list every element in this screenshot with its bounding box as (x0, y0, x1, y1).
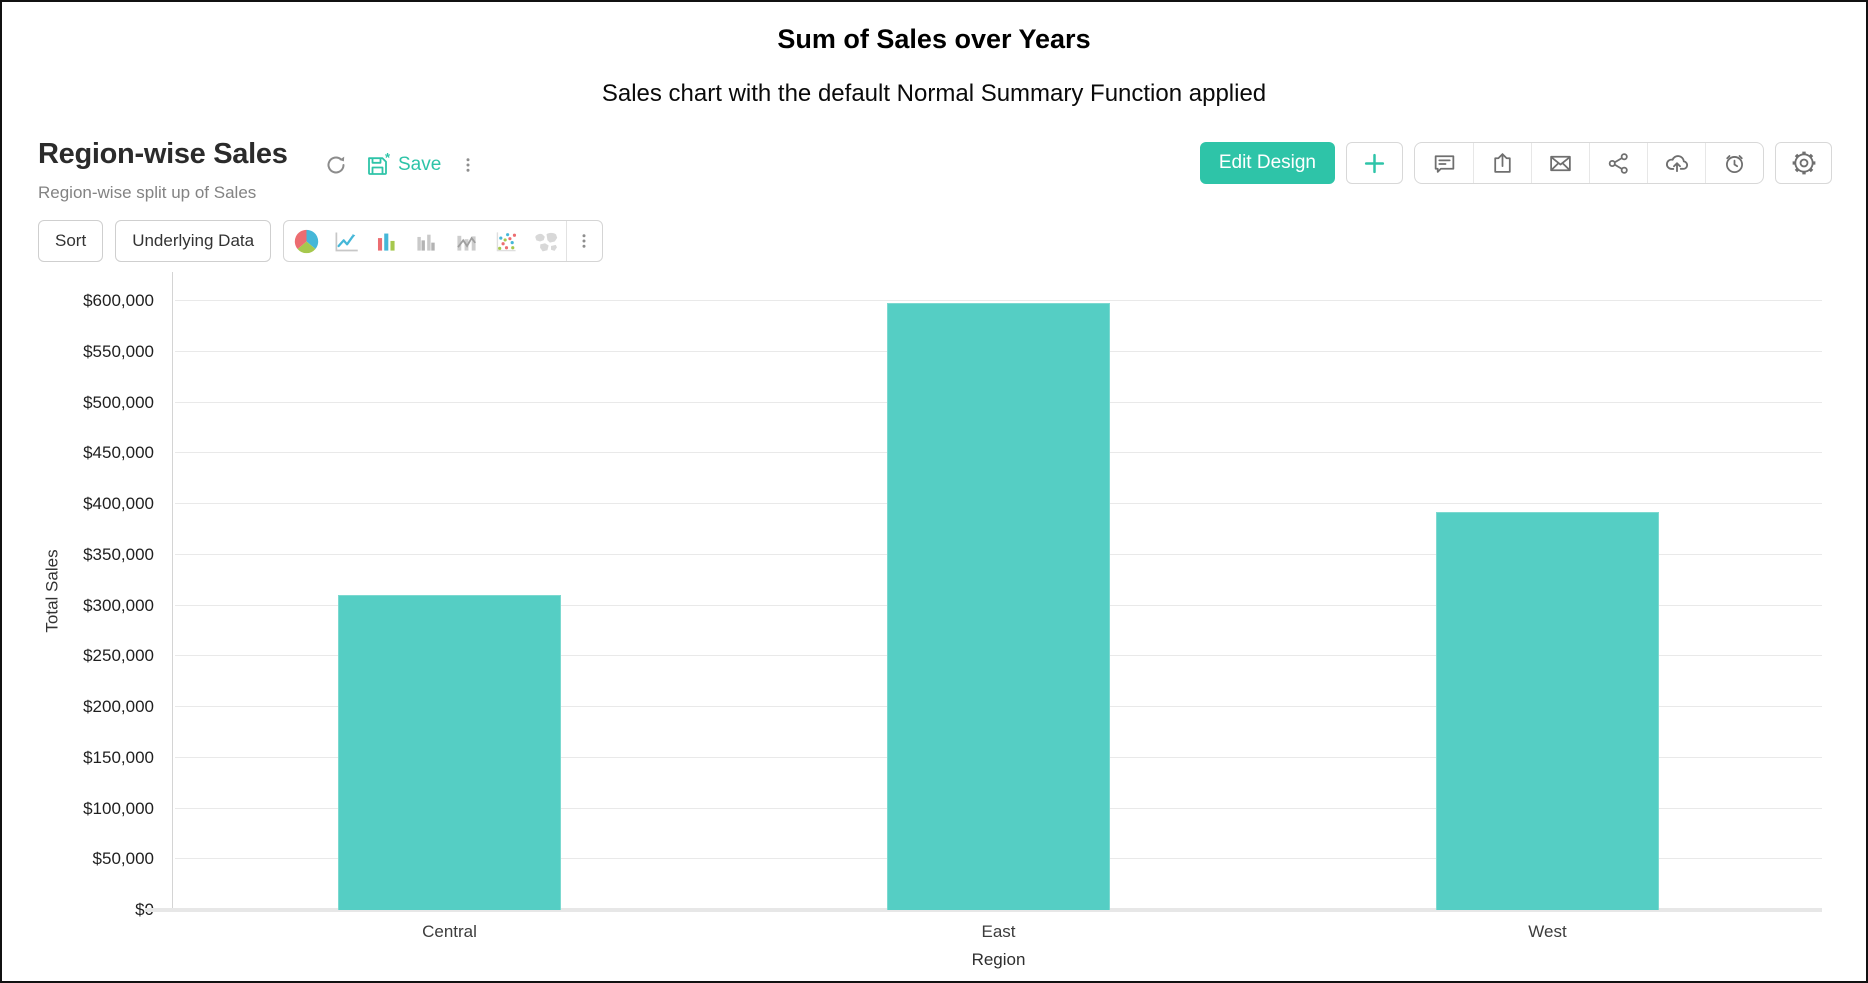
bar-slot (175, 272, 724, 910)
page-subtitle: Sales chart with the default Normal Summ… (601, 80, 1267, 107)
report-inline-actions: * Save (324, 148, 477, 182)
pie-chart-button[interactable] (286, 221, 326, 261)
x-tick-label-east: East (981, 922, 1016, 941)
more-options-icon (459, 154, 477, 176)
save-label: Save (398, 154, 442, 175)
plot-area (145, 272, 1822, 912)
report-actions-icon-group (1414, 142, 1764, 184)
y-axis-tick-labels: $0 $50,000 $100,000 $150,000 $200,000 $250,00… (2, 272, 154, 919)
pie-chart-icon (293, 228, 320, 255)
underlying-data-button[interactable]: Underlying Data (115, 220, 272, 262)
page-title: Sum of Sales over Years (777, 24, 1091, 54)
report-title: Region-wise Sales (38, 138, 288, 170)
export-button[interactable] (1473, 143, 1531, 183)
email-icon (1548, 151, 1573, 176)
scatter-chart-button[interactable] (486, 221, 526, 261)
chart-type-icons (286, 221, 566, 261)
line-chart-icon (333, 229, 360, 254)
x-tick-label-west: West (1528, 922, 1567, 941)
share-button[interactable] (1589, 143, 1647, 183)
bar-slot (724, 272, 1273, 910)
more-options-icon (575, 230, 593, 252)
comment-button[interactable] (1415, 143, 1473, 183)
comment-icon (1432, 151, 1457, 176)
gridline (175, 300, 1822, 301)
grouped-bar-chart-icon (414, 229, 439, 254)
scatter-chart-icon (494, 229, 519, 254)
y-tick-label: $100,000 (83, 798, 154, 818)
publish-button[interactable] (1647, 143, 1705, 183)
x-tick-label-central: Central (422, 922, 477, 941)
bar-chart-icon (374, 229, 399, 254)
combo-chart-button[interactable] (446, 221, 486, 261)
map-chart-icon (533, 229, 560, 254)
edit-design-button[interactable]: Edit Design (1199, 142, 1335, 184)
save-button[interactable]: * Save (366, 153, 441, 177)
map-chart-button[interactable] (526, 221, 566, 261)
chart-type-more-button[interactable] (566, 221, 600, 261)
y-tick-label: $600,000 (83, 291, 154, 310)
y-axis-line (172, 272, 173, 910)
x-axis-title: Region (971, 950, 1026, 969)
y-tick-label: $450,000 (83, 443, 154, 463)
report-actions: Edit Design (1199, 142, 1832, 184)
more-options-button[interactable] (459, 154, 477, 176)
schedule-button[interactable] (1705, 143, 1763, 183)
bar-central[interactable] (338, 595, 561, 910)
y-tick-label: $0 (2, 900, 154, 920)
combo-chart-icon (454, 229, 479, 254)
line-chart-button[interactable] (326, 221, 366, 261)
chart-type-switcher (283, 220, 604, 262)
save-icon: * (366, 153, 393, 177)
y-tick-label: $550,000 (83, 341, 154, 361)
y-tick-label: $200,000 (83, 697, 154, 716)
y-tick-label: $150,000 (83, 747, 154, 767)
bar-east[interactable] (887, 303, 1110, 910)
plus-icon (1362, 151, 1387, 176)
publish-icon (1664, 150, 1690, 176)
bar-west[interactable] (1436, 512, 1659, 910)
bar-slot (1273, 272, 1822, 910)
sort-button[interactable]: Sort (38, 220, 104, 262)
y-tick-label: $50,000 (92, 849, 154, 869)
settings-button[interactable] (1775, 142, 1832, 184)
bars-container (175, 272, 1822, 910)
report-subtitle: Region-wise split up of Sales (38, 183, 257, 202)
refresh-button[interactable] (324, 153, 348, 177)
share-icon (1606, 151, 1631, 176)
svg-text:*: * (385, 153, 391, 165)
schedule-icon (1722, 151, 1747, 176)
y-tick-label: $300,000 (83, 595, 154, 615)
x-axis-tick-labels: Central East West (175, 922, 1822, 942)
export-icon (1490, 151, 1515, 176)
x-axis-line (145, 908, 1822, 912)
grouped-bar-chart-button[interactable] (406, 221, 446, 261)
chart-toolbar: Sort Underlying Data (38, 220, 604, 262)
y-tick-label: $400,000 (83, 494, 154, 513)
y-tick-label: $250,000 (83, 646, 154, 666)
settings-gear-icon (1791, 150, 1817, 176)
y-tick-label: $500,000 (83, 392, 154, 412)
refresh-icon (324, 153, 348, 177)
bar-chart-button[interactable] (366, 221, 406, 261)
y-tick-label: $350,000 (83, 544, 154, 564)
email-button[interactable] (1531, 143, 1589, 183)
add-button[interactable] (1346, 142, 1403, 184)
